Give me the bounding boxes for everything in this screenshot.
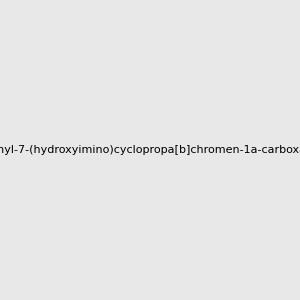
Text: N-Phenyl-7-(hydroxyimino)cyclopropa[b]chromen-1a-carboxamide: N-Phenyl-7-(hydroxyimino)cyclopropa[b]ch… [0,145,300,155]
